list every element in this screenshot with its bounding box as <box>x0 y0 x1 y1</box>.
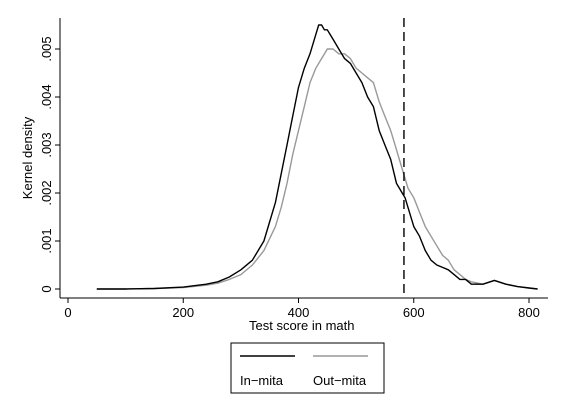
plot-lines <box>96 18 538 298</box>
x-tick-label: 600 <box>403 305 425 320</box>
y-tick-label: .001 <box>39 228 54 253</box>
series-line-in-mita <box>96 24 538 290</box>
y-tick-label: .004 <box>39 84 54 109</box>
x-tick-label: 400 <box>288 305 310 320</box>
legend: In−mita Out−mita <box>230 342 385 394</box>
axes: 0 200 400 600 800 0 .001 .002 .003 .004 .005 Test s… <box>20 18 548 333</box>
legend-label-in-mita: In−mita <box>240 373 284 388</box>
x-tick-label: 800 <box>518 305 540 320</box>
x-tick-label: 200 <box>172 305 194 320</box>
y-tick-label: .005 <box>39 36 54 61</box>
legend-label-out-mita: Out−mita <box>313 373 367 388</box>
y-tick-label: .003 <box>39 132 54 157</box>
y-tick-label: 0 <box>39 285 54 292</box>
x-tick-label: 0 <box>64 305 71 320</box>
x-axis-title: Test score in math <box>249 318 355 333</box>
y-axis-title: Kernel density <box>20 116 35 199</box>
series-line-out-mita <box>96 48 538 290</box>
legend-box <box>230 342 385 394</box>
y-tick-label: .002 <box>39 180 54 205</box>
